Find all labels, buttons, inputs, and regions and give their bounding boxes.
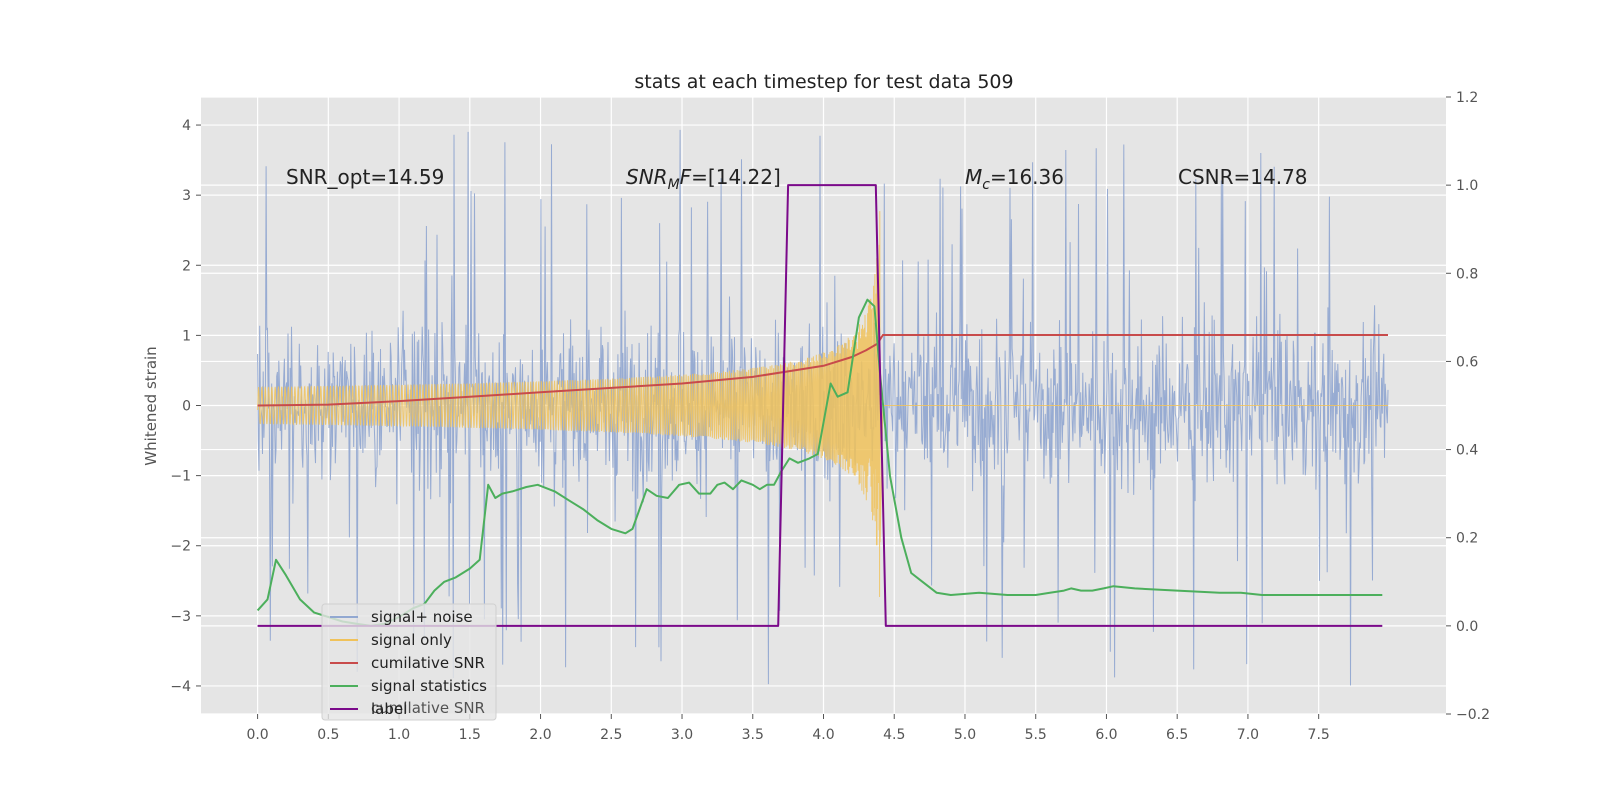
y2-tick-label: 0.4 xyxy=(1456,443,1478,459)
annotation-mc-value: =16.36 xyxy=(990,165,1064,189)
line-series-layer xyxy=(256,184,1388,627)
legend-box xyxy=(321,603,497,721)
y-tick-label: 1 xyxy=(182,328,191,344)
x-tick-label: 1.5 xyxy=(459,727,481,743)
x-tick-label: 6.5 xyxy=(1166,727,1188,743)
x-tick-label: 7.5 xyxy=(1308,727,1330,743)
annotation-snr-mf-sub: M xyxy=(668,177,680,193)
legend-ghost-text: cumilative SNR xyxy=(371,699,485,717)
legend-label: signal only xyxy=(371,631,452,649)
x-tick-label: 5.5 xyxy=(1025,727,1047,743)
y2-tick-label: −0.2 xyxy=(1456,707,1490,723)
tick-layer: 0.0 0.5 1.0 1.5 2.0 2.5 3.0 3.5 4.0 4.5 5.0 5.5 6.0 6… xyxy=(170,90,1490,743)
x-tick-label: 2.0 xyxy=(529,727,551,743)
label-line xyxy=(257,184,1383,627)
y2-tick-label: 0.6 xyxy=(1456,354,1478,370)
y-tick-label: 2 xyxy=(182,258,191,274)
x-tick-label: 0.5 xyxy=(317,727,339,743)
annotation-csnr: CSNR=14.78 xyxy=(1178,165,1308,189)
x-tick-label: 3.5 xyxy=(742,727,764,743)
x-tick-label: 6.0 xyxy=(1095,727,1117,743)
chart-title: stats at each timestep for test data 509 xyxy=(634,71,1013,93)
x-tick-label: 1.0 xyxy=(388,727,410,743)
legend: cumilative SNR signal+ noise signal only c… xyxy=(321,603,497,721)
annotation-mc-sub: c xyxy=(982,177,990,193)
y-tick-label: 3 xyxy=(182,188,191,204)
annotation-mc: Mc=16.36 xyxy=(965,165,1064,193)
y-tick-label: −4 xyxy=(170,679,191,695)
signal-only-series xyxy=(257,211,1388,598)
legend-label: signal+ noise xyxy=(371,608,473,626)
x-tick-label: 0.0 xyxy=(246,727,268,743)
y2-tick-label: 0.8 xyxy=(1456,266,1478,282)
x-tick-label: 7.0 xyxy=(1237,727,1259,743)
y2-tick-label: 1.2 xyxy=(1456,90,1478,106)
annotation-snr-mf-main: SNR xyxy=(626,165,668,189)
legend-label: cumilative SNR xyxy=(371,654,485,672)
x-tick-label: 2.5 xyxy=(600,727,622,743)
annotation-snr-mf-var: F xyxy=(680,165,692,189)
annotation-mc-main: M xyxy=(965,165,982,189)
legend-label: signal statistics xyxy=(371,677,487,695)
x-tick-label: 4.5 xyxy=(883,727,905,743)
y-tick-label: −3 xyxy=(170,609,191,625)
y2-tick-label: 0.2 xyxy=(1456,531,1478,547)
legend-items: signal+ noise signal only cumilative SNR si… xyxy=(330,608,487,718)
y-tick-label: −1 xyxy=(170,469,191,485)
y-tick-label: 0 xyxy=(182,399,191,415)
y-tick-label: −2 xyxy=(170,539,191,555)
y-tick-label: 4 xyxy=(182,118,191,134)
y2-tick-label: 0.0 xyxy=(1456,619,1478,635)
signal-statistics-line xyxy=(256,298,1383,627)
x-tick-label: 5.0 xyxy=(954,727,976,743)
annotation-snr-mf: SNRMF=[14.22] xyxy=(626,165,781,193)
annotation-snr-mf-value: =[14.22] xyxy=(691,165,781,189)
annotation-snr-opt: SNR_opt=14.59 xyxy=(286,165,444,189)
legend-label: label xyxy=(371,700,407,718)
signal-only-line xyxy=(257,211,1388,598)
y2-tick-label: 1.0 xyxy=(1456,178,1478,194)
x-tick-label: 4.0 xyxy=(812,727,834,743)
y-axis-label: Whitened strain xyxy=(142,346,160,465)
cumilative-snr-line xyxy=(257,334,1388,407)
x-tick-label: 3.0 xyxy=(671,727,693,743)
